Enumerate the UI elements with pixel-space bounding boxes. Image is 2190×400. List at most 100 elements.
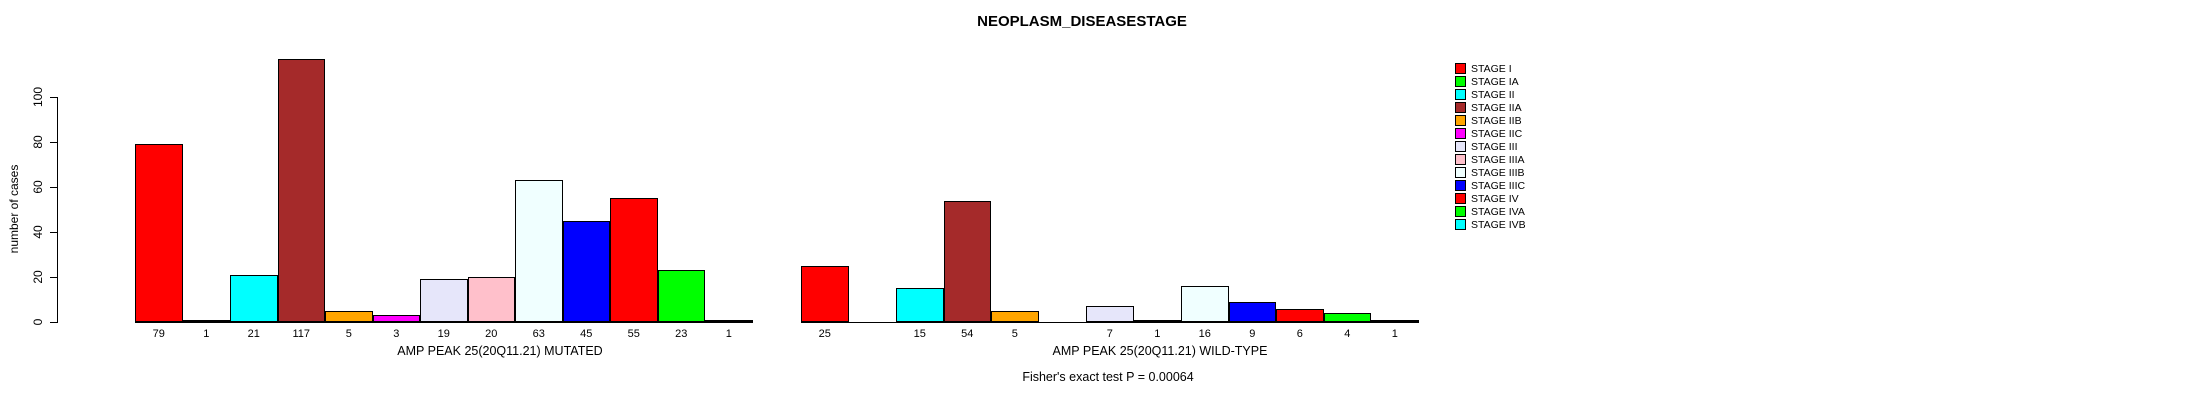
bar-value-label: 5 — [345, 328, 352, 340]
legend-item: STAGE IIIC — [1455, 179, 1526, 192]
bar — [1181, 286, 1229, 322]
y-tick — [50, 232, 57, 233]
bar-value-label: 3 — [393, 328, 400, 340]
legend-label: STAGE I — [1471, 62, 1512, 75]
legend-label: STAGE II — [1471, 88, 1515, 101]
legend-item: STAGE II — [1455, 88, 1526, 101]
legend-label: STAGE IIC — [1471, 127, 1523, 140]
bar-value-label: 6 — [1296, 328, 1303, 340]
y-tick-label: 20 — [31, 270, 45, 284]
legend-label: STAGE III — [1471, 140, 1518, 153]
y-tick-label: 60 — [31, 180, 45, 194]
bar-value-label: 19 — [437, 328, 450, 340]
y-tick-label: 0 — [31, 318, 45, 326]
bar — [1133, 319, 1181, 322]
legend-item: STAGE IIIB — [1455, 166, 1526, 179]
legend-item: STAGE IIC — [1455, 127, 1526, 140]
legend-swatch — [1455, 193, 1466, 204]
legend-item: STAGE IIB — [1455, 114, 1526, 127]
bar — [1323, 313, 1371, 322]
legend-swatch — [1455, 141, 1466, 152]
legend-item: STAGE IIA — [1455, 101, 1526, 114]
y-axis — [57, 97, 58, 323]
legend-item: STAGE IV — [1455, 192, 1526, 205]
legend-swatch — [1455, 89, 1466, 100]
bar-value-label: 63 — [532, 328, 545, 340]
legend-item: STAGE IA — [1455, 75, 1526, 88]
bar — [420, 279, 468, 322]
legend-swatch — [1455, 76, 1466, 87]
bar-value-label: 5 — [1011, 328, 1018, 340]
bar-value-label: 4 — [1344, 328, 1351, 340]
legend-item: STAGE III — [1455, 140, 1526, 153]
legend-item: STAGE IVA — [1455, 205, 1526, 218]
legend-label: STAGE IIA — [1471, 101, 1522, 114]
legend-swatch — [1455, 115, 1466, 126]
group-baseline — [801, 322, 1419, 323]
legend-swatch — [1455, 102, 1466, 113]
bar — [1371, 319, 1419, 322]
y-tick — [50, 322, 57, 323]
bar-value-label: 9 — [1249, 328, 1256, 340]
bar — [515, 180, 563, 322]
y-tick-label: 80 — [31, 135, 45, 149]
bar — [277, 58, 325, 322]
bar-value-label: 1 — [203, 328, 210, 340]
y-tick-label: 40 — [31, 225, 45, 239]
y-tick — [50, 97, 57, 98]
bar — [1276, 308, 1324, 322]
y-tick-label: 100 — [31, 86, 45, 108]
bar — [896, 288, 944, 322]
bar — [801, 265, 849, 322]
bar-value-label: 23 — [675, 328, 688, 340]
x-axis-label-group-1: AMP PEAK 25(20Q11.21) MUTATED — [397, 344, 603, 358]
bar-value-label: 25 — [818, 328, 831, 340]
legend-swatch — [1455, 154, 1466, 165]
bar — [372, 315, 420, 322]
legend-swatch — [1455, 128, 1466, 139]
bar-value-label: 1 — [1391, 328, 1398, 340]
bar — [467, 277, 515, 322]
y-tick — [50, 187, 57, 188]
x-axis-label-group-2: AMP PEAK 25(20Q11.21) WILD-TYPE — [1052, 344, 1268, 358]
legend: STAGE I STAGE IA STAGE II STAGE IIA STAGE II… — [1455, 62, 1526, 231]
legend-label: STAGE IVB — [1471, 218, 1526, 231]
bar-value-label: 54 — [961, 328, 974, 340]
legend-swatch — [1455, 167, 1466, 178]
bar-value-label: 55 — [627, 328, 640, 340]
fisher-test-annotation: Fisher's exact test P = 0.00064 — [1022, 370, 1194, 384]
bar-value-label: 1 — [725, 328, 732, 340]
bar — [991, 310, 1039, 322]
bar-value-label: 16 — [1198, 328, 1211, 340]
bar — [562, 220, 610, 322]
bar-value-label: 45 — [580, 328, 593, 340]
legend-swatch — [1455, 206, 1466, 217]
bar — [325, 310, 373, 322]
bar-value-label: 15 — [913, 328, 926, 340]
bar-value-label: 79 — [152, 328, 165, 340]
bar-value-label: 1 — [1154, 328, 1161, 340]
legend-label: STAGE IIIB — [1471, 166, 1525, 179]
legend-label: STAGE IA — [1471, 75, 1519, 88]
bar — [1228, 301, 1276, 322]
legend-swatch — [1455, 63, 1466, 74]
bar-value-label: 7 — [1106, 328, 1113, 340]
bar — [943, 200, 991, 322]
legend-label: STAGE IIIA — [1471, 153, 1525, 166]
legend-label: STAGE IIIC — [1471, 179, 1526, 192]
bar-value-label: 117 — [292, 328, 311, 340]
bar — [610, 198, 658, 322]
group-baseline — [135, 322, 753, 323]
legend-label: STAGE IVA — [1471, 205, 1525, 218]
chart-title: NEOPLASM_DISEASESTAGE — [977, 13, 1187, 30]
y-tick — [50, 142, 57, 143]
y-tick — [50, 277, 57, 278]
legend-item: STAGE IVB — [1455, 218, 1526, 231]
bar — [230, 274, 278, 322]
bar — [135, 144, 183, 322]
legend-label: STAGE IIB — [1471, 114, 1522, 127]
bar — [657, 270, 705, 322]
legend-swatch — [1455, 219, 1466, 230]
